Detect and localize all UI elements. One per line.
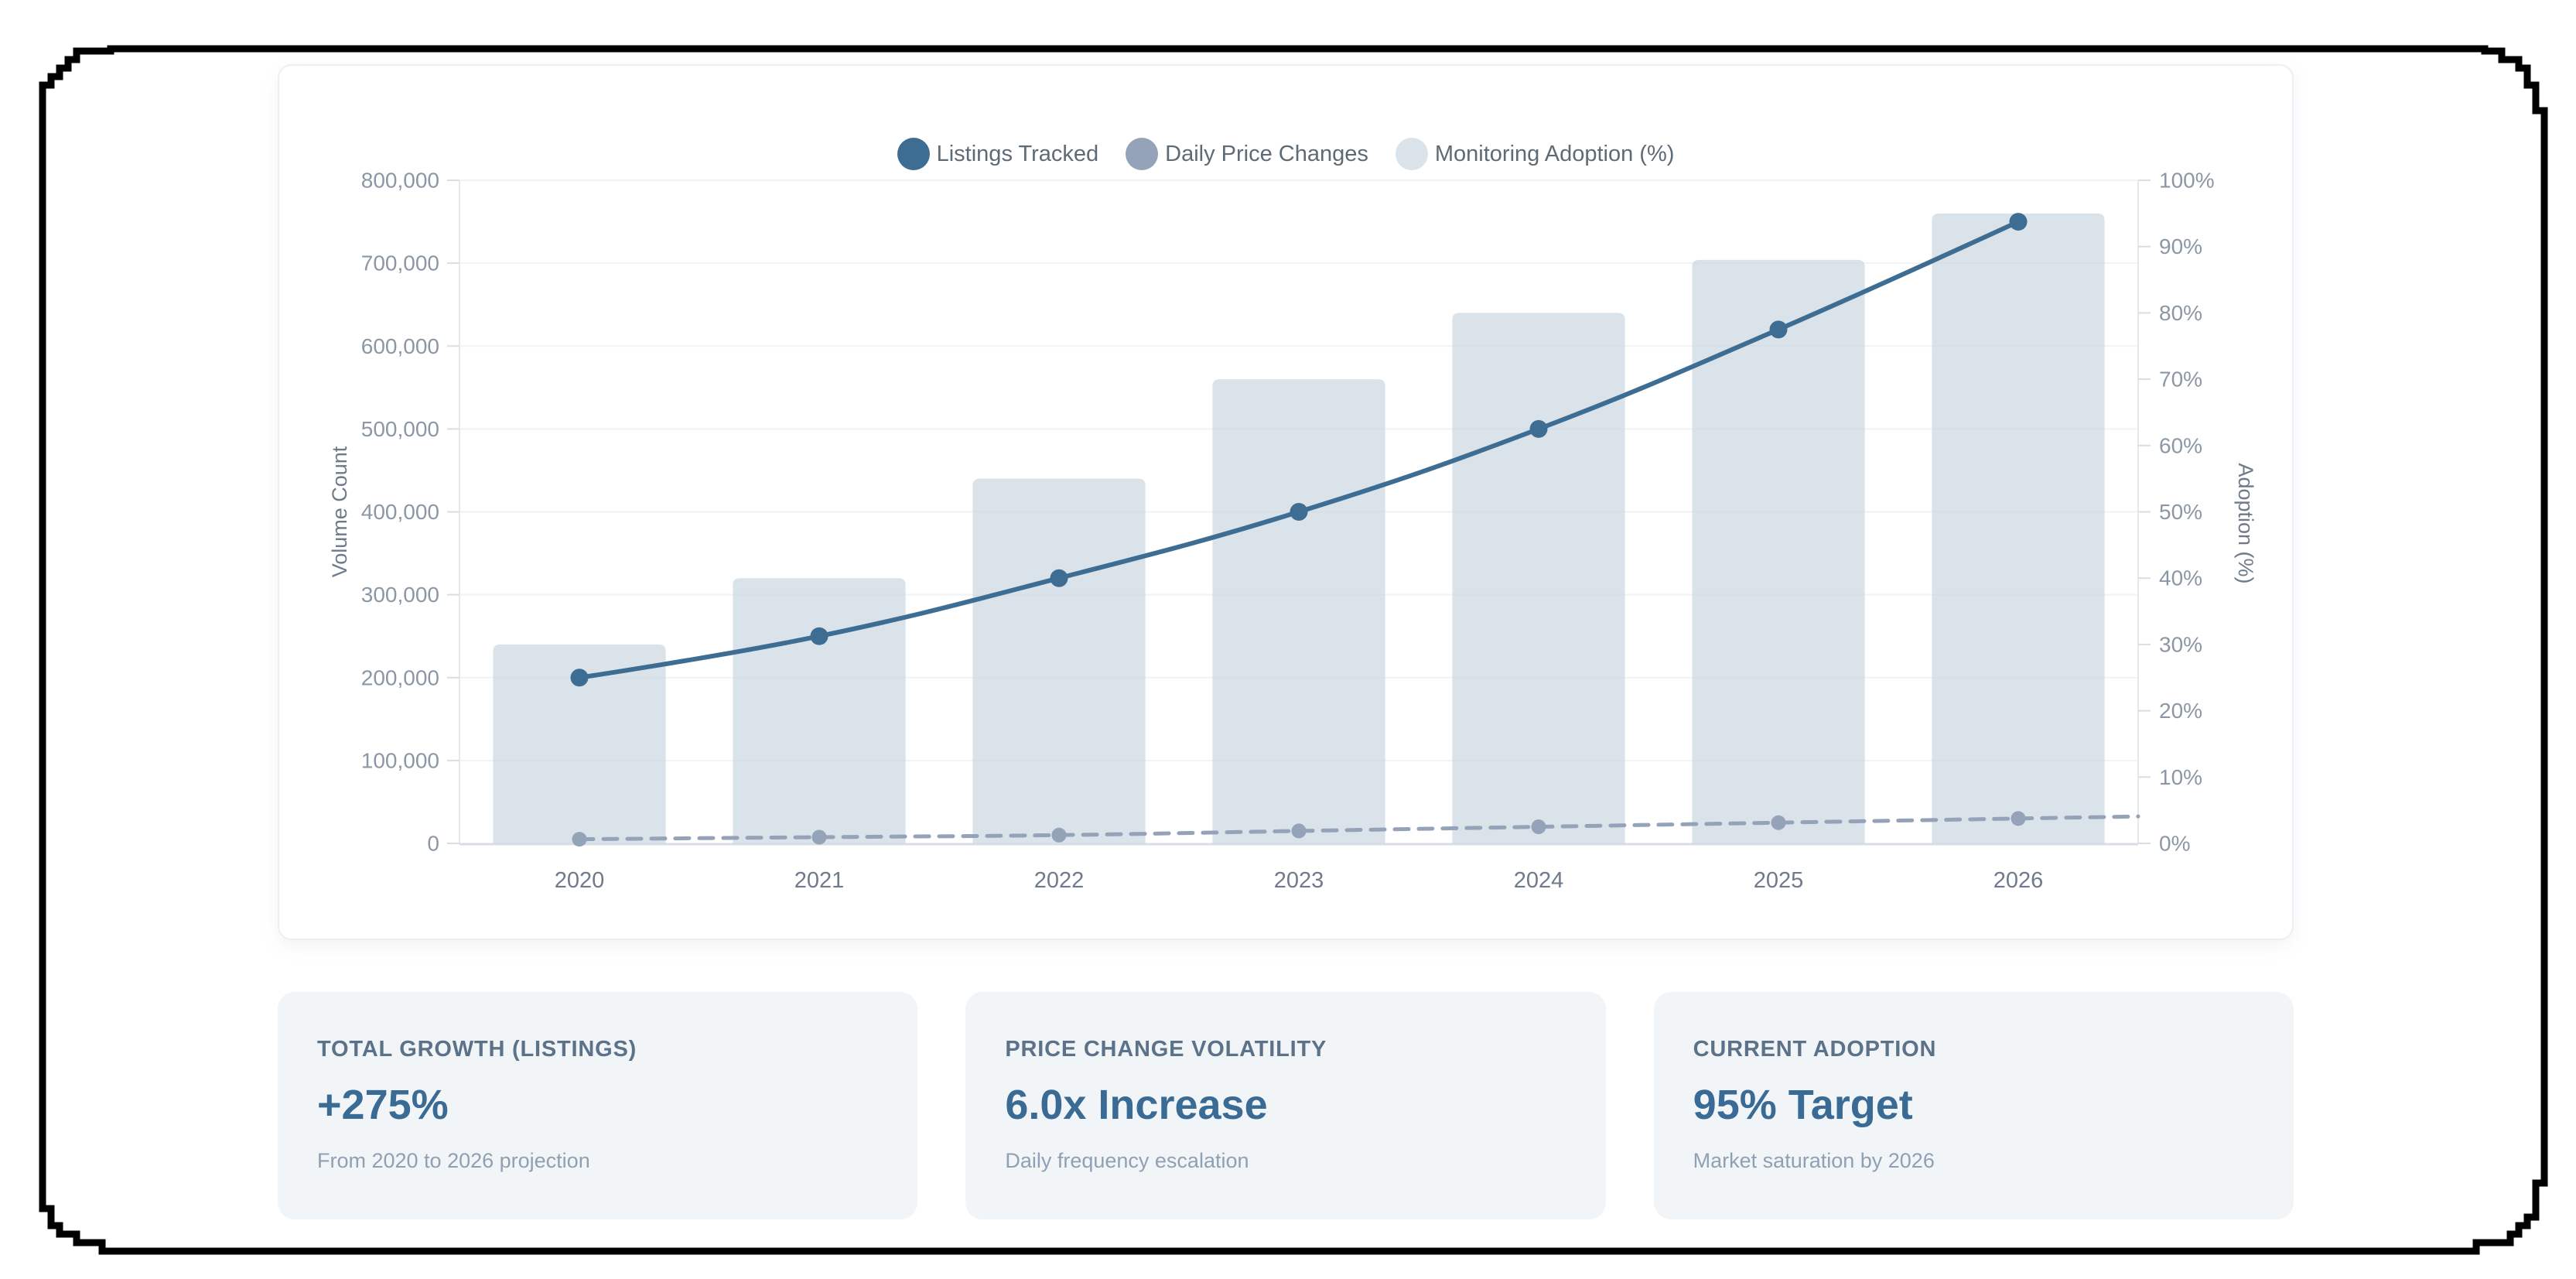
point-2024[interactable] (1529, 419, 1548, 438)
left-tick-label: 800,000 (361, 169, 439, 193)
x-tick-label: 2020 (555, 868, 605, 893)
left-tick-label: 600,000 (361, 334, 439, 358)
legend-dot-icon (1126, 138, 1159, 170)
legend-item-3[interactable]: Monitoring Adoption (%) (1395, 138, 1675, 170)
combo-chart: 0 100,000 200,000 300,000 400,000 500,000 600,… (328, 169, 2257, 894)
bar-2024[interactable] (1452, 313, 1625, 843)
right-tick-label: 30% (2159, 632, 2202, 656)
left-tick-label: 200,000 (361, 665, 439, 689)
right-tick-label: 0% (2159, 832, 2190, 856)
right-tick-label: 100% (2159, 169, 2215, 193)
right-tick-label: 80% (2159, 301, 2202, 325)
left-axis-title: Volume Count (328, 446, 351, 577)
legend-dot-icon (897, 138, 930, 170)
line-series-2 (572, 811, 2140, 847)
bar-2023[interactable] (1212, 379, 1385, 844)
right-tick-label: 40% (2159, 566, 2202, 590)
point-2021[interactable] (810, 627, 828, 645)
right-tick-label: 60% (2159, 433, 2202, 457)
right-tick-label: 20% (2159, 699, 2202, 723)
right-tick-label: 10% (2159, 765, 2202, 789)
x-tick-label: 2025 (1754, 868, 1804, 893)
bar-2020[interactable] (493, 644, 666, 843)
point-2026[interactable] (2009, 213, 2028, 231)
legend-label: Daily Price Changes (1165, 141, 1368, 166)
left-tick-label: 500,000 (361, 417, 439, 441)
stats-row: TOTAL GROWTH (LISTINGS) +275% From 2020 … (278, 992, 2294, 1219)
stat-value: +275% (317, 1082, 449, 1128)
x-tick-label: 2022 (1034, 868, 1085, 893)
left-tick-label: 100,000 (361, 748, 439, 772)
bars-monitoring-adoption (493, 213, 2105, 844)
left-tick-label: 400,000 (361, 500, 439, 524)
line-series-1 (570, 213, 2028, 687)
axis-labels: 0 100,000 200,000 300,000 400,000 500,000 600,… (328, 169, 2257, 894)
bar-2021[interactable] (733, 578, 906, 843)
left-tick-label: 300,000 (361, 583, 439, 607)
stat-title: CURRENT ADOPTION (1693, 1037, 1937, 1062)
stat-card-total-growth: TOTAL GROWTH (LISTINGS) +275% From 2020 … (278, 992, 918, 1219)
line-path (577, 814, 2140, 842)
left-tick-label: 0 (427, 832, 439, 856)
legend-label: Listings Tracked (936, 141, 1099, 166)
x-tick-label: 2021 (794, 868, 845, 893)
legend-item-2[interactable]: Daily Price Changes (1126, 138, 1368, 170)
page-content: 0 100,000 200,000 300,000 400,000 500,000 600,… (278, 64, 2294, 1219)
point-2020[interactable] (570, 669, 589, 687)
point-2025[interactable] (1769, 320, 1788, 339)
x-tick-label: 2026 (1993, 868, 2044, 893)
right-tick-label: 50% (2159, 500, 2202, 524)
stat-subtitle: From 2020 to 2026 projection (317, 1149, 590, 1172)
x-tick-label: 2024 (1514, 868, 1564, 893)
bar-2026[interactable] (1932, 213, 2105, 844)
axes (447, 180, 2151, 846)
chart-card: 0 100,000 200,000 300,000 400,000 500,000 600,… (278, 64, 2294, 940)
point-2020[interactable] (572, 832, 587, 847)
stat-subtitle: Daily frequency escalation (1005, 1149, 1249, 1172)
stat-title: PRICE CHANGE VOLATILITY (1005, 1037, 1327, 1062)
stat-card-price-volatility: PRICE CHANGE VOLATILITY 6.0x Increase Da… (965, 992, 1606, 1219)
point-2022[interactable] (1050, 569, 1068, 587)
point-2026[interactable] (2011, 811, 2026, 826)
point-2024[interactable] (1531, 819, 1546, 835)
legend-dot-icon (1395, 138, 1428, 170)
stat-value: 6.0x Increase (1005, 1082, 1268, 1128)
stat-title: TOTAL GROWTH (LISTINGS) (317, 1037, 637, 1062)
legend-item-1[interactable]: Listings Tracked (897, 138, 1099, 170)
point-2023[interactable] (1291, 823, 1307, 839)
x-tick-label: 2023 (1274, 868, 1324, 893)
point-2023[interactable] (1290, 503, 1308, 521)
legend-label: Monitoring Adoption (%) (1434, 141, 1675, 166)
point-2025[interactable] (1771, 815, 1786, 830)
right-tick-label: 70% (2159, 368, 2202, 392)
left-tick-label: 700,000 (361, 251, 439, 275)
chart-legend: Listings Tracked Daily Price Changes Monit… (279, 138, 2292, 170)
right-tick-label: 90% (2159, 234, 2202, 258)
stat-subtitle: Market saturation by 2026 (1693, 1149, 1935, 1172)
bar-2022[interactable] (972, 478, 1146, 843)
bar-2025[interactable] (1692, 259, 1865, 844)
point-2021[interactable] (811, 829, 827, 845)
point-2022[interactable] (1051, 827, 1067, 843)
stat-card-current-adoption: CURRENT ADOPTION 95% Target Market satur… (1653, 992, 2294, 1219)
right-axis-title: Adoption (%) (2234, 463, 2257, 583)
stat-value: 95% Target (1693, 1082, 1913, 1128)
